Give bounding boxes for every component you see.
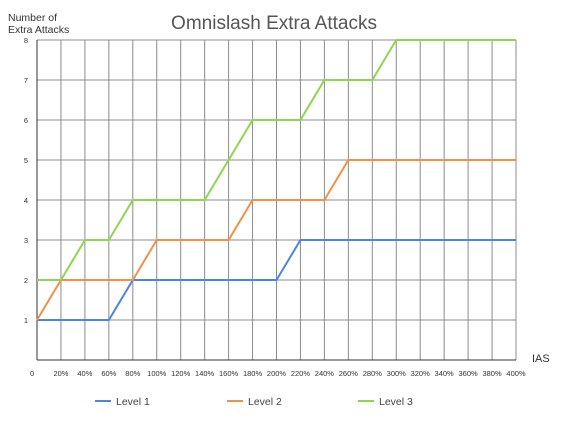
y-tick-label: 3 — [24, 236, 28, 245]
x-tick-label: 280% — [363, 369, 383, 378]
x-tick-label: 340% — [435, 369, 455, 378]
tick-labels: 1 2 3 4 5 6 7 8 0 20% 40% 60% 80% 100% 120% 140% 160% 180… — [24, 36, 526, 378]
legend-label: Level 3 — [379, 396, 413, 408]
x-tick-label: 100% — [147, 369, 167, 378]
y-tick-label: 5 — [24, 156, 28, 165]
x-tick-label: 40% — [77, 369, 92, 378]
x-tick-label: 380% — [482, 369, 502, 378]
y-tick-label: 7 — [24, 76, 28, 85]
x-tick-label: 60% — [101, 369, 116, 378]
y-axis-title-line2: Extra Attacks — [8, 24, 69, 36]
x-axis-title: IAS — [532, 353, 550, 365]
x-tick-label: 160% — [219, 369, 239, 378]
series-line-level-3 — [37, 39, 516, 281]
x-tick-label: 140% — [195, 369, 215, 378]
x-tick-label: 400% — [506, 369, 526, 378]
x-tick-label: 240% — [315, 369, 335, 378]
series-line-level-2 — [36, 159, 516, 321]
axes — [36, 40, 516, 361]
series-line-level-1 — [37, 239, 516, 321]
series-lines — [36, 39, 516, 321]
legend-label: Level 1 — [116, 396, 150, 408]
x-tick-label: 260% — [339, 369, 359, 378]
x-tick-label: 320% — [411, 369, 431, 378]
x-tick-label: 180% — [243, 369, 263, 378]
legend-label: Level 2 — [248, 396, 282, 408]
x-tick-label: 80% — [125, 369, 140, 378]
x-tick-label: 20% — [53, 369, 68, 378]
chart-title: Omnislash Extra Attacks — [171, 13, 377, 34]
y-tick-label: 4 — [24, 196, 28, 205]
x-tick-label: 120% — [171, 369, 191, 378]
y-tick-label: 2 — [24, 276, 28, 285]
x-tick-label: 220% — [291, 369, 311, 378]
y-tick-label: 8 — [24, 36, 28, 45]
x-tick-label: 200% — [267, 369, 287, 378]
x-tick-label: 360% — [459, 369, 479, 378]
y-tick-label: 1 — [24, 316, 28, 325]
y-tick-label: 6 — [24, 116, 28, 125]
x-tick-label: 300% — [387, 369, 407, 378]
x-tick-label: 0 — [30, 369, 34, 378]
y-axis-title-line1: Number of — [8, 12, 57, 24]
legend: Level 1 Level 2 Level 3 — [95, 396, 413, 408]
